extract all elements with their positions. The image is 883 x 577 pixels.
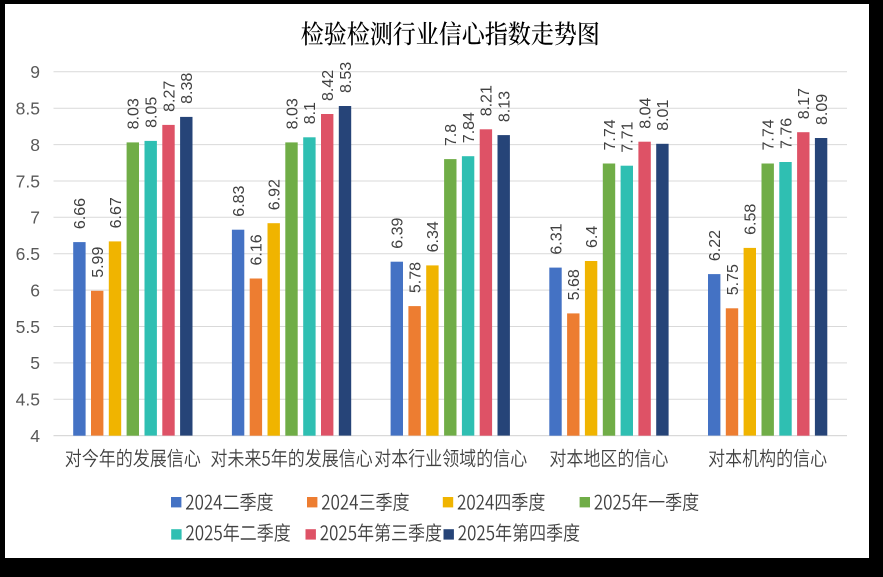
svg-text:9: 9: [30, 62, 40, 82]
svg-text:4: 4: [30, 426, 40, 446]
svg-text:8.03: 8.03: [126, 98, 143, 129]
svg-text:7.8: 7.8: [443, 124, 460, 146]
svg-text:7.5: 7.5: [16, 171, 40, 191]
svg-text:8.5: 8.5: [16, 99, 40, 119]
svg-text:8.13: 8.13: [497, 91, 514, 122]
svg-text:8.17: 8.17: [796, 88, 813, 119]
svg-text:6.66: 6.66: [72, 198, 89, 229]
svg-text:8.53: 8.53: [338, 62, 355, 93]
svg-text:6.34: 6.34: [425, 221, 442, 252]
svg-text:7.84: 7.84: [461, 112, 478, 143]
svg-text:6.4: 6.4: [584, 226, 601, 248]
svg-text:5.99: 5.99: [90, 247, 107, 278]
svg-text:7.76: 7.76: [778, 118, 795, 149]
svg-text:6.67: 6.67: [108, 197, 125, 228]
svg-text:7.71: 7.71: [620, 121, 637, 152]
svg-text:7.74: 7.74: [602, 119, 619, 150]
svg-text:8.01: 8.01: [655, 100, 672, 131]
svg-text:5.5: 5.5: [16, 317, 40, 337]
svg-text:6.5: 6.5: [16, 244, 40, 264]
svg-text:5.78: 5.78: [407, 262, 424, 293]
svg-text:8.04: 8.04: [637, 97, 654, 128]
svg-text:8.1: 8.1: [302, 102, 319, 124]
svg-text:8.42: 8.42: [320, 70, 337, 101]
svg-text:8.21: 8.21: [479, 85, 496, 116]
svg-text:8: 8: [30, 135, 40, 155]
svg-text:6.58: 6.58: [743, 204, 760, 235]
svg-text:5.75: 5.75: [725, 264, 742, 295]
svg-text:6.31: 6.31: [548, 223, 565, 254]
svg-text:4.5: 4.5: [16, 390, 40, 410]
svg-text:6: 6: [30, 280, 40, 300]
svg-text:8.09: 8.09: [814, 94, 831, 125]
svg-text:6.39: 6.39: [390, 217, 407, 248]
svg-text:7: 7: [30, 208, 40, 228]
svg-text:8.27: 8.27: [161, 81, 178, 112]
svg-text:5: 5: [30, 353, 40, 373]
svg-text:6.22: 6.22: [707, 230, 724, 261]
svg-text:8.05: 8.05: [144, 97, 161, 128]
svg-text:6.16: 6.16: [249, 234, 266, 265]
svg-text:8.38: 8.38: [179, 73, 196, 104]
svg-text:6.83: 6.83: [231, 185, 248, 216]
svg-text:6.92: 6.92: [267, 179, 284, 210]
svg-text:5.68: 5.68: [566, 269, 583, 300]
svg-text:7.74: 7.74: [761, 119, 778, 150]
svg-text:8.03: 8.03: [284, 98, 301, 129]
